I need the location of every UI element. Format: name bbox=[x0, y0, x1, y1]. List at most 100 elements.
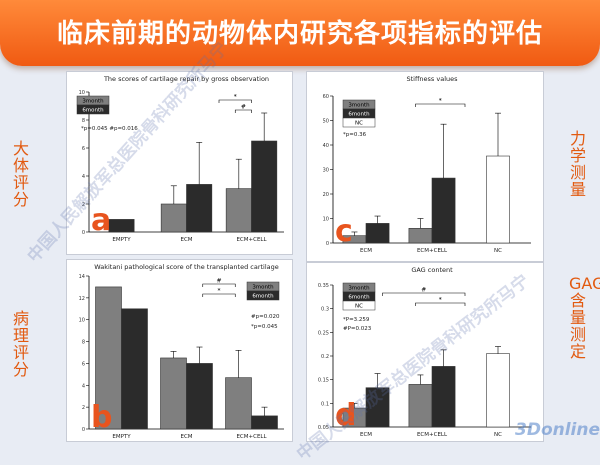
y-tick-label: 40 bbox=[323, 143, 329, 149]
significance-mark: # bbox=[216, 278, 221, 285]
significance-bracket bbox=[234, 109, 252, 113]
y-tick-label: 0 bbox=[326, 241, 329, 247]
x-tick-label: EMPTY bbox=[112, 434, 131, 440]
chart-svg-a: The scores of cartilage repair by gross … bbox=[76, 75, 284, 243]
stats-annotation: *p=0.36 bbox=[343, 132, 367, 138]
significance-mark: # bbox=[421, 287, 426, 294]
legend-label: NC bbox=[355, 304, 363, 310]
chart-title: Stiffness values bbox=[406, 75, 458, 83]
y-tick-label: 10 bbox=[79, 318, 85, 324]
y-tick-label: 14 bbox=[79, 274, 85, 280]
bar-3month-ecm+cell bbox=[408, 384, 433, 428]
stats-annotation: *p=0.045 #p=0.016 bbox=[81, 126, 138, 132]
significance-mark: * bbox=[439, 98, 442, 105]
side-label-gross-score: 大体评分 bbox=[12, 139, 29, 209]
x-tick-label: ECM bbox=[180, 237, 192, 243]
x-tick-label: ECM bbox=[180, 434, 192, 440]
legend-item: 6month bbox=[342, 291, 376, 302]
y-tick-label: 0.05 bbox=[318, 425, 329, 431]
legend-label: 6month bbox=[252, 294, 274, 300]
side-label-gag: GAG含量测定 bbox=[569, 274, 600, 361]
y-tick-label: 6 bbox=[82, 146, 85, 152]
y-tick-label: 20 bbox=[323, 192, 329, 198]
panel-letter: c bbox=[335, 214, 353, 249]
y-tick-label: 2 bbox=[82, 202, 85, 208]
bar-6month-empty bbox=[108, 219, 135, 233]
chart-svg-b: Wakitani pathological score of the trans… bbox=[79, 263, 284, 440]
chart-panel-b: Wakitani pathological score of the trans… bbox=[66, 259, 293, 442]
stats-annotation: *P=3.259 bbox=[343, 317, 370, 323]
legend-item: 3month bbox=[246, 281, 280, 292]
significance-mark: * bbox=[218, 288, 221, 295]
bar-6month-ecm bbox=[365, 387, 390, 428]
chart-panel-a: The scores of cartilage repair by gross … bbox=[66, 71, 293, 255]
x-tick-label: ECM+CELL bbox=[417, 432, 448, 438]
side-label-mechanics: 力学测量 bbox=[569, 129, 586, 199]
x-tick-label: ECM+CELL bbox=[236, 434, 267, 440]
legend-item: 3month bbox=[76, 95, 110, 106]
stats-annotation: *p=0.045 bbox=[251, 324, 278, 330]
y-tick-label: 0.3 bbox=[321, 307, 329, 313]
legend-label: 6month bbox=[348, 112, 370, 118]
y-tick-label: 6 bbox=[82, 361, 85, 367]
significance-bracket bbox=[202, 283, 236, 287]
bar-nc-nc bbox=[486, 155, 510, 244]
y-tick-label: 50 bbox=[323, 119, 329, 125]
bar-6month-ecm+cell bbox=[431, 177, 456, 244]
significance-mark: * bbox=[439, 297, 442, 304]
legend-swatch bbox=[76, 104, 110, 115]
legend-label: NC bbox=[355, 121, 363, 127]
significance-bracket bbox=[415, 302, 466, 306]
bar-6month-ecm bbox=[186, 184, 213, 233]
chart-svg-d: GAG content 0.05 0.1 0.15 0.2 0.25 0.3 0.35 ECM E… bbox=[318, 266, 531, 438]
x-tick-label: ECM+CELL bbox=[417, 248, 448, 254]
bar-6month-ecm bbox=[186, 363, 213, 430]
significance-mark: # bbox=[241, 104, 246, 111]
x-tick-label: ECM bbox=[360, 248, 372, 254]
chart-title: Wakitani pathological score of the trans… bbox=[94, 263, 279, 271]
bar-6month-ecm+cell bbox=[431, 366, 456, 428]
bar-6month-ecm+cell bbox=[251, 140, 278, 233]
bar-6month-ecm+cell bbox=[251, 415, 278, 430]
legend-label: 6month bbox=[82, 108, 104, 114]
chart-panel-d: GAG content 0.05 0.1 0.15 0.2 0.25 0.3 0.35 ECM E… bbox=[306, 262, 544, 442]
legend-item: 6month bbox=[76, 104, 110, 115]
x-tick-label: NC bbox=[494, 432, 502, 438]
legend-label: 3month bbox=[348, 103, 370, 109]
bar-3month-ecm+cell bbox=[225, 188, 252, 233]
y-tick-label: 60 bbox=[323, 94, 329, 100]
panel-letter: b bbox=[91, 400, 112, 435]
legend-swatch bbox=[342, 117, 376, 128]
legend-swatch bbox=[342, 300, 376, 311]
y-tick-label: 10 bbox=[79, 90, 85, 96]
y-tick-label: 12 bbox=[79, 296, 85, 302]
y-tick-label: 0.35 bbox=[318, 283, 329, 289]
stats-annotation: #P=0.023 bbox=[343, 326, 372, 332]
y-tick-label: 0 bbox=[82, 230, 85, 236]
y-tick-label: 0.2 bbox=[321, 354, 329, 360]
legend-swatch bbox=[246, 290, 280, 301]
y-tick-label: 8 bbox=[82, 118, 85, 124]
legend-label: 3month bbox=[348, 286, 370, 292]
bar-3month-ecm bbox=[160, 357, 187, 430]
legend-item: 6month bbox=[246, 290, 280, 301]
chart-title: The scores of cartilage repair by gross … bbox=[103, 75, 269, 83]
significance-bracket bbox=[382, 292, 466, 296]
x-tick-label: NC bbox=[494, 248, 502, 254]
y-tick-label: 4 bbox=[82, 174, 85, 180]
y-tick-label: 0.1 bbox=[321, 401, 329, 407]
y-tick-label: 10 bbox=[323, 217, 329, 223]
y-tick-label: 30 bbox=[323, 168, 329, 174]
legend-item: NC bbox=[342, 300, 376, 311]
y-tick-label: 0.15 bbox=[318, 378, 329, 384]
legend-item: 3month bbox=[342, 282, 376, 293]
bar-3month-empty bbox=[95, 286, 122, 430]
chart-panel-c: Stiffness values 0 10 20 30 40 50 60 ECM ECM+CELL… bbox=[306, 71, 544, 262]
y-tick-label: 4 bbox=[82, 383, 85, 389]
y-tick-label: 0.25 bbox=[318, 330, 329, 336]
significance-bracket bbox=[202, 293, 236, 297]
panel-letter: d bbox=[335, 398, 356, 433]
significance-mark: * bbox=[234, 94, 237, 101]
legend-item: 6month bbox=[342, 108, 376, 119]
panel-letter: a bbox=[91, 203, 111, 238]
